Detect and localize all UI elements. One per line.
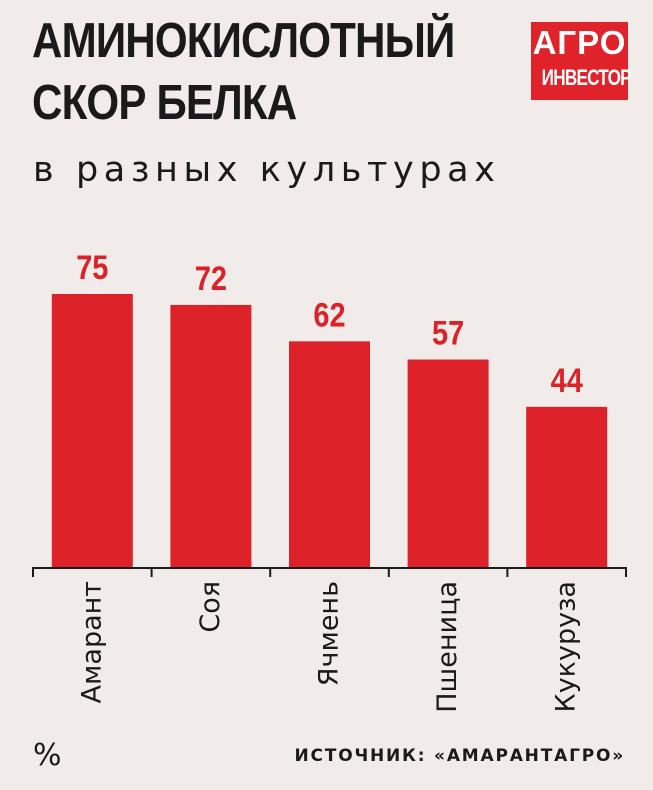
bar-1: [51, 294, 133, 567]
agroinvestor-logo: АГРО ИНВЕСТОР: [531, 22, 632, 100]
unit-label: %: [33, 738, 62, 773]
data-label-4: 57: [432, 313, 464, 352]
logo-line-2: ИНВЕСТОР: [541, 65, 632, 90]
bar-4: [407, 359, 489, 567]
bar-2: [170, 304, 252, 567]
chart-title: АМИНОКИСЛОТНЫЙ СКОР БЕЛКА: [32, 10, 455, 134]
data-label-3: 62: [313, 295, 345, 334]
data-label-2: 72: [195, 259, 227, 298]
bar-3: [289, 341, 370, 567]
category-label-3: Ячмень: [314, 581, 345, 686]
data-label-5: 44: [551, 361, 584, 400]
category-label-2: Соя: [195, 581, 226, 633]
data-label-1: 75: [76, 248, 108, 287]
bar-chart: 75 Амарант 72 Соя 62 Ячмень 57 Пшеница 44 Кукуруз…: [32, 248, 627, 713]
source-note: ИСТОЧНИК: «АМАРАНТАГРО»: [294, 746, 625, 766]
category-label-1: Амарант: [76, 581, 107, 703]
chart-title-line-1: АМИНОКИСЛОТНЫЙ: [32, 14, 455, 68]
chart-title-line-2: СКОР БЕЛКА: [32, 76, 297, 130]
logo-line-1: АГРО: [532, 24, 627, 61]
category-label-4: Пшеница: [432, 581, 463, 713]
bar-5: [526, 406, 608, 567]
chart-subtitle: в разных культурах: [33, 150, 501, 190]
category-label-5: Кукуруза: [551, 581, 582, 712]
